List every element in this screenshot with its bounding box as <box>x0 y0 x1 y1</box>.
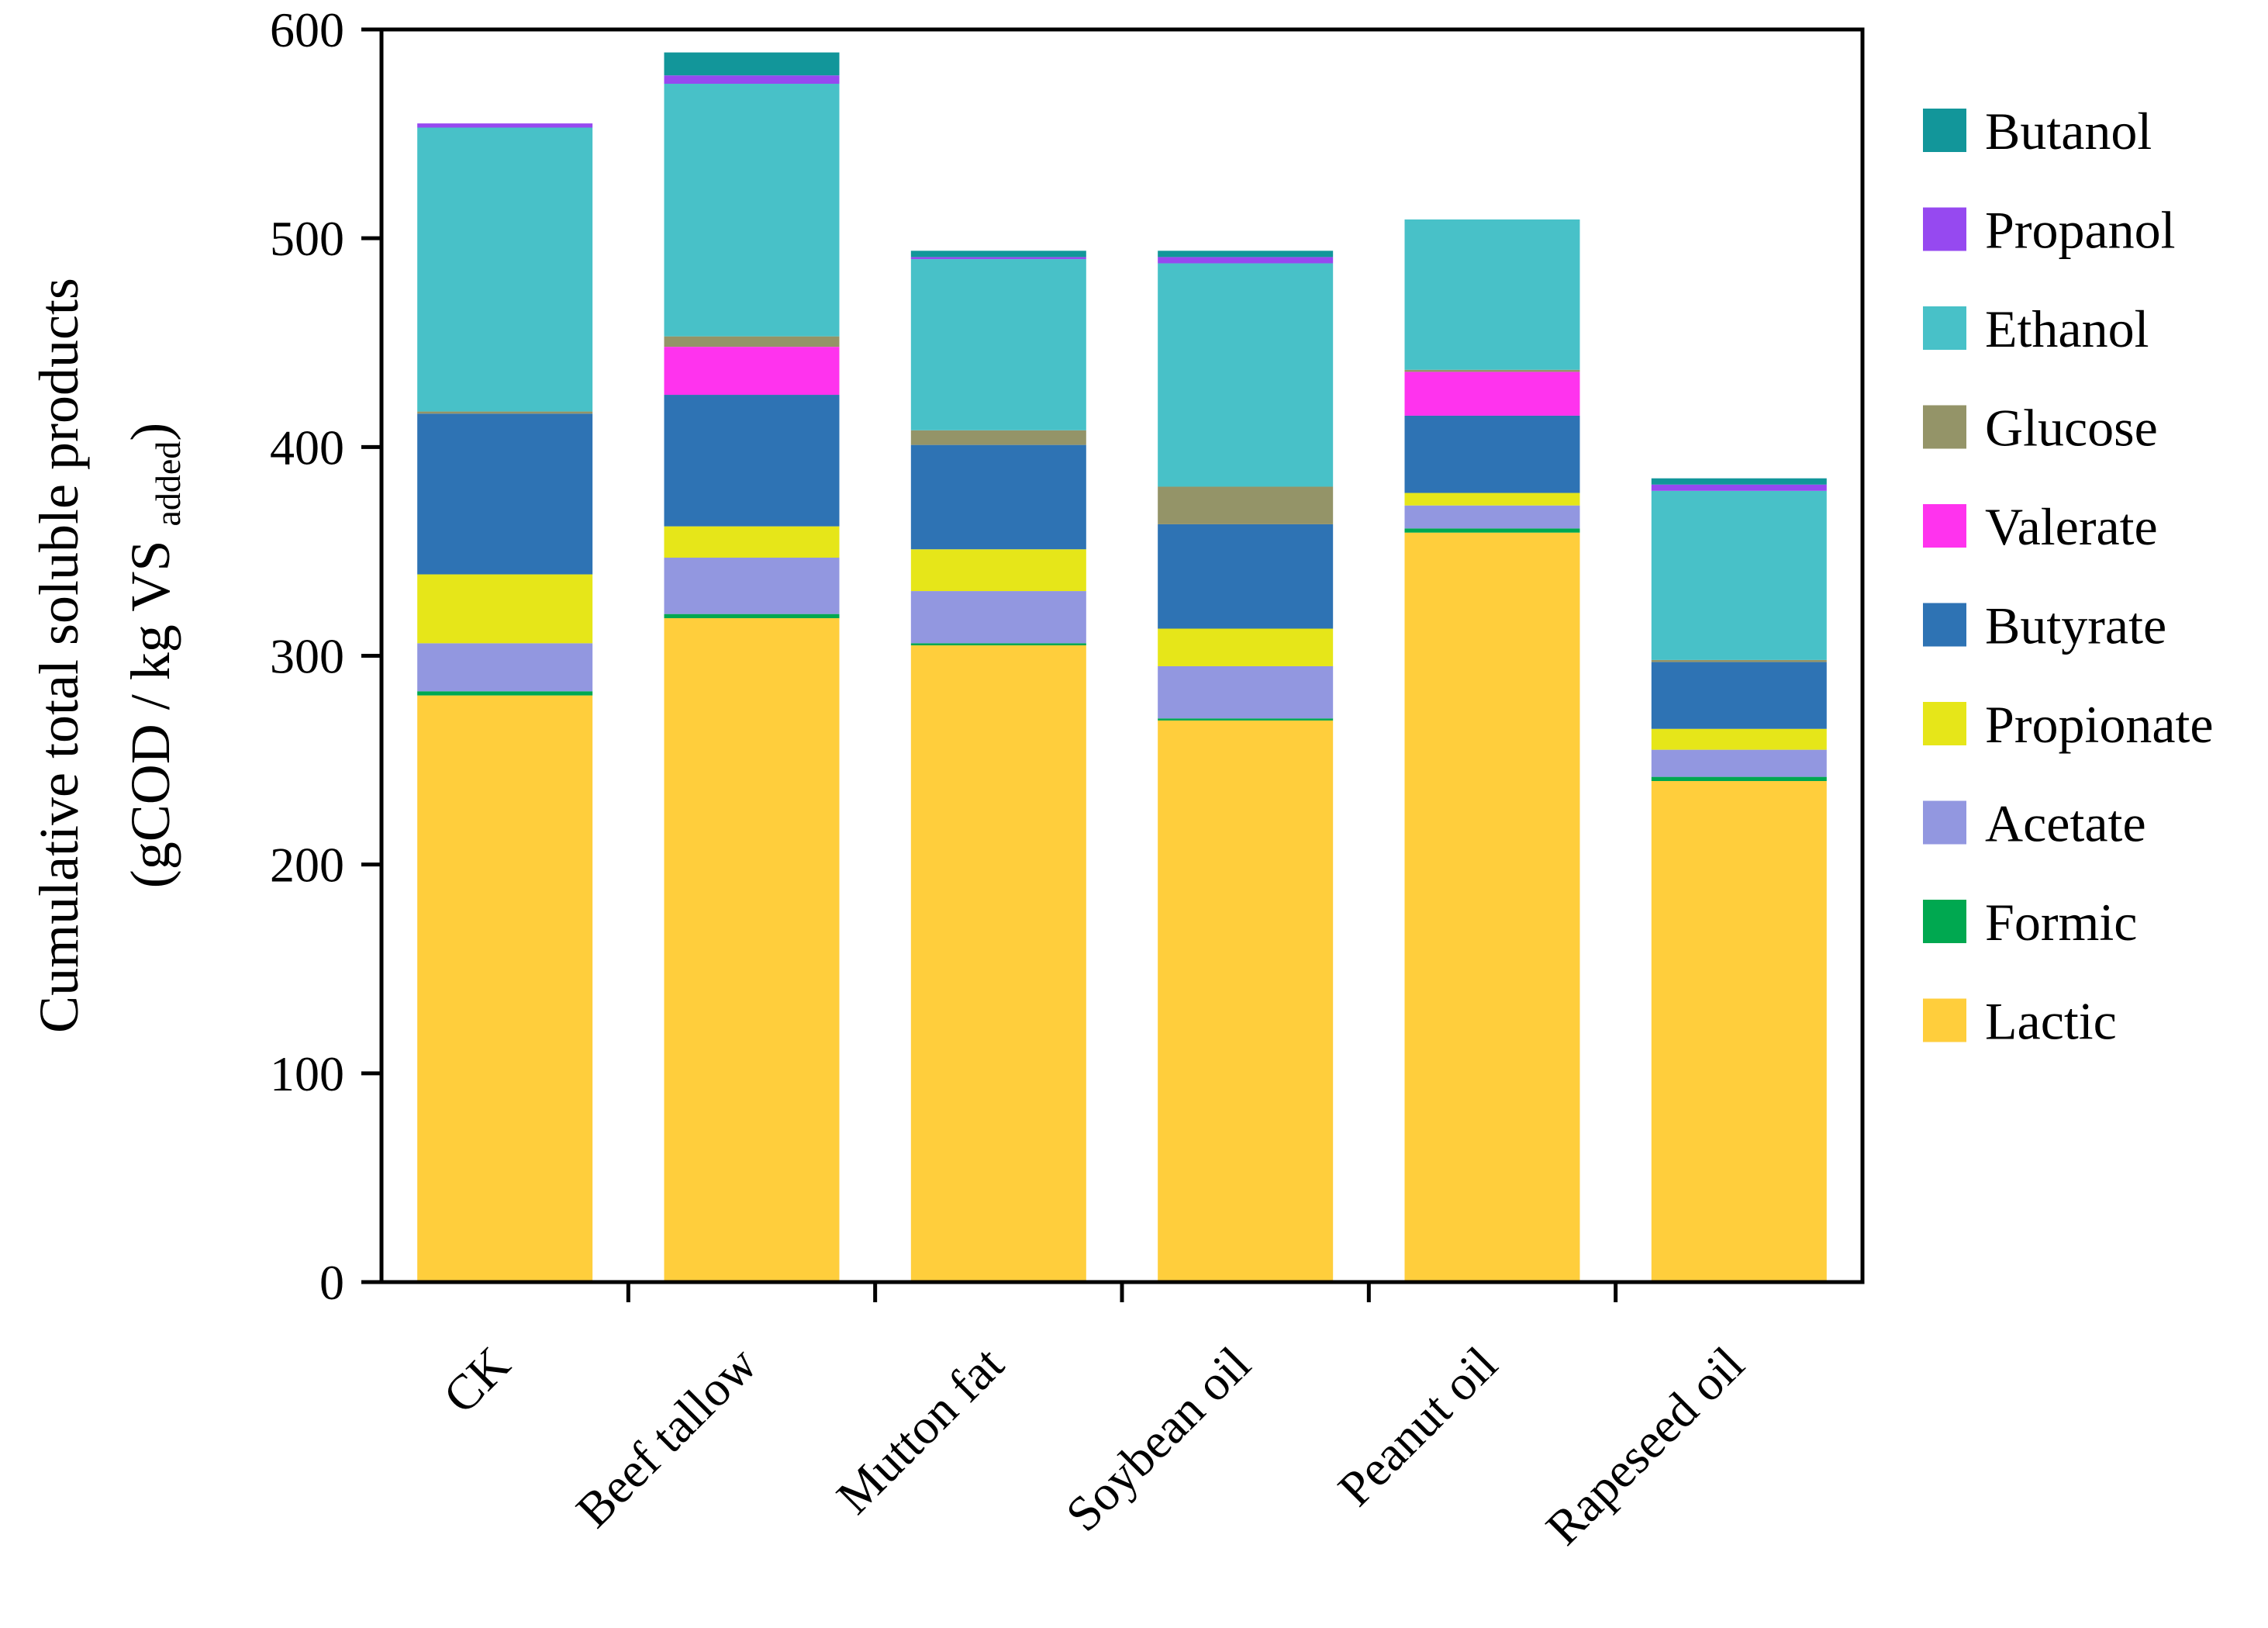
legend-label-ethanol: Ethanol <box>1985 299 2149 358</box>
bar-segment-mutton-fat-formic <box>910 643 1086 646</box>
y-tick-label-500: 500 <box>270 211 344 266</box>
bar-segment-rapeseed-oil-lactic <box>1651 781 1827 1282</box>
bar-segment-ck-glucose <box>417 411 593 414</box>
legend-label-valerate: Valerate <box>1985 497 2158 556</box>
bar-segment-peanut-oil-glucose <box>1404 369 1580 372</box>
bar-segment-peanut-oil-lactic <box>1404 532 1580 1282</box>
bar-segment-beef-tallow-propionate <box>664 526 840 558</box>
bar-segment-soybean-oil-acetate <box>1158 665 1334 719</box>
bar-segment-mutton-fat-propionate <box>910 549 1086 592</box>
x-tick-label-ck: CK <box>433 1336 520 1424</box>
legend-label-propionate: Propionate <box>1985 695 2214 754</box>
legend-swatch-ethanol <box>1923 306 1966 350</box>
bar-segment-rapeseed-oil-ethanol <box>1651 490 1827 660</box>
x-tick-label-soybean-oil: Soybean oil <box>1055 1336 1261 1542</box>
bar-segment-soybean-oil-propionate <box>1158 628 1334 666</box>
y-axis-unit-suffix: ) <box>119 423 181 441</box>
bar-segment-ck-lactic <box>417 695 593 1282</box>
bar-segment-soybean-oil-ethanol <box>1158 263 1334 487</box>
bar-segment-ck-propanol <box>417 123 593 128</box>
x-tick-label-rapeseed-oil: Rapeseed oil <box>1535 1336 1755 1556</box>
bar-segment-mutton-fat-lactic <box>910 645 1086 1282</box>
bar-segment-beef-tallow-valerate <box>664 347 840 396</box>
bar-segment-ck-propionate <box>417 574 593 644</box>
bar-segment-beef-tallow-glucose <box>664 336 840 347</box>
bar-segment-rapeseed-oil-propanol <box>1651 484 1827 491</box>
bar-segment-peanut-oil-propionate <box>1404 493 1580 506</box>
bar-segment-soybean-oil-glucose <box>1158 486 1334 524</box>
bar-segment-peanut-oil-acetate <box>1404 505 1580 529</box>
legend-label-butyrate: Butyrate <box>1985 596 2166 655</box>
bar-segment-beef-tallow-lactic <box>664 618 840 1282</box>
plot-frame <box>379 27 1865 1284</box>
y-tick-label-400: 400 <box>270 420 344 475</box>
legend-swatch-formic <box>1923 900 1966 943</box>
bar-segment-ck-butyrate <box>417 413 593 575</box>
bar-segment-rapeseed-oil-butyrate <box>1651 662 1827 729</box>
bar-segment-peanut-oil-formic <box>1404 528 1580 533</box>
bar-segment-soybean-oil-lactic <box>1158 720 1334 1282</box>
bar-segment-rapeseed-oil-formic <box>1651 776 1827 781</box>
bar-segment-rapeseed-oil-glucose <box>1651 659 1827 662</box>
legend: Butanol Propanol Ethanol Glucose Valerate But… <box>1923 102 2214 1051</box>
legend-swatch-butanol <box>1923 109 1966 152</box>
bar-segment-ck-acetate <box>417 643 593 692</box>
bar-segment-mutton-fat-glucose <box>910 430 1086 445</box>
x-tick-label-mutton-fat: Mutton fat <box>826 1336 1014 1525</box>
legend-swatch-valerate <box>1923 504 1966 548</box>
bar-segment-soybean-oil-butyrate <box>1158 524 1334 629</box>
x-tick-label-peanut-oil: Peanut oil <box>1327 1336 1507 1516</box>
bar-segment-peanut-oil-valerate <box>1404 372 1580 416</box>
legend-label-lactic: Lactic <box>1985 992 2117 1051</box>
legend-swatch-lactic <box>1923 998 1966 1042</box>
bar-segment-ck-formic <box>417 691 593 696</box>
bar-segment-mutton-fat-ethanol <box>910 259 1086 430</box>
bar-segment-ck-ethanol <box>417 127 593 412</box>
y-tick-label-0: 0 <box>319 1255 344 1310</box>
legend-label-propanol: Propanol <box>1985 201 2176 260</box>
legend-label-glucose: Glucose <box>1985 399 2158 458</box>
legend-swatch-propionate <box>1923 702 1966 745</box>
y-tick-label-300: 300 <box>270 629 344 684</box>
axes-layer <box>361 27 1865 1302</box>
bar-segment-peanut-oil-ethanol <box>1404 219 1580 370</box>
y-axis-unit-subscript: added <box>148 441 188 527</box>
bar-segment-mutton-fat-acetate <box>910 591 1086 644</box>
bar-segment-rapeseed-oil-acetate <box>1651 749 1827 777</box>
y-tick-label-100: 100 <box>270 1046 344 1101</box>
x-tick-label-beef-tallow: Beef tallow <box>565 1336 767 1538</box>
bar-segment-soybean-oil-propanol <box>1158 257 1334 264</box>
bar-segment-beef-tallow-formic <box>664 614 840 619</box>
bar-segment-soybean-oil-formic <box>1158 718 1334 721</box>
bar-segment-rapeseed-oil-propionate <box>1651 728 1827 750</box>
legend-label-formic: Formic <box>1985 893 2137 952</box>
legend-swatch-glucose <box>1923 405 1966 449</box>
bar-segment-beef-tallow-butanol <box>664 52 840 76</box>
y-tick-label-600: 600 <box>270 2 344 57</box>
bar-segment-beef-tallow-butyrate <box>664 395 840 527</box>
legend-swatch-acetate <box>1923 800 1966 845</box>
bar-segment-beef-tallow-propanol <box>664 75 840 84</box>
legend-label-acetate: Acetate <box>1985 794 2146 853</box>
bar-segment-beef-tallow-ethanol <box>664 83 840 337</box>
y-axis-unit-prefix: (gCOD / kg VS <box>119 527 181 889</box>
bar-segment-rapeseed-oil-butanol <box>1651 478 1827 485</box>
legend-swatch-propanol <box>1923 207 1966 251</box>
bars-layer <box>417 52 1827 1282</box>
bar-segment-peanut-oil-butyrate <box>1404 415 1580 493</box>
bar-segment-mutton-fat-propanol <box>910 257 1086 260</box>
bar-segment-beef-tallow-acetate <box>664 557 840 614</box>
y-axis-unit-label: (gCOD / kg VS added) <box>119 423 188 889</box>
y-tick-label-200: 200 <box>270 838 344 893</box>
bar-segment-soybean-oil-butanol <box>1158 251 1334 258</box>
bar-segment-mutton-fat-butyrate <box>910 444 1086 550</box>
legend-swatch-butyrate <box>1923 603 1966 647</box>
y-axis-label: Cumulative total soluble products <box>28 278 90 1033</box>
legend-label-butanol: Butanol <box>1985 102 2152 161</box>
bar-segment-mutton-fat-butanol <box>910 251 1086 258</box>
